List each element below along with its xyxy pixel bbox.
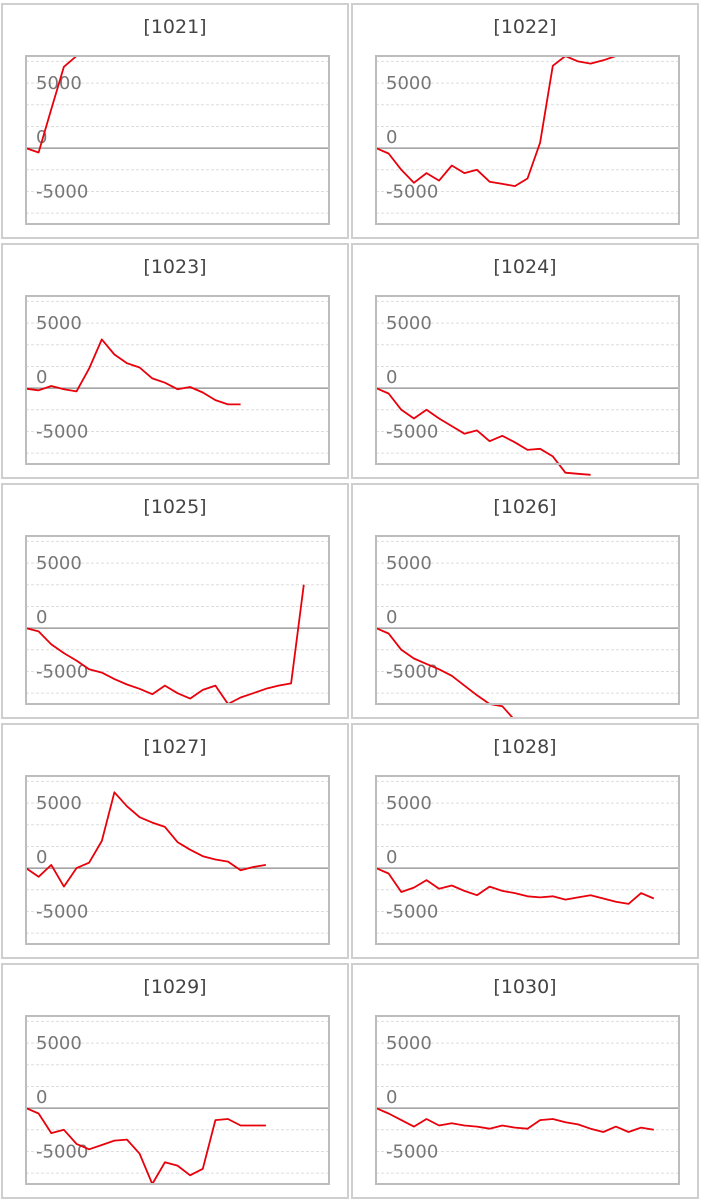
plot-area	[375, 55, 680, 225]
y-tick-label: -5000	[386, 661, 438, 682]
chart-svg: 5000 0 -5000	[25, 775, 330, 945]
y-tick-label: 5000	[36, 1033, 82, 1054]
y-tick-label: 0	[36, 847, 47, 868]
y-tick-label: 5000	[386, 73, 432, 94]
chart-svg: 5000 0 -5000	[25, 1015, 330, 1185]
chart-svg: 5000 0 -5000	[375, 775, 680, 945]
chart-svg: 5000 0 -5000	[25, 295, 330, 465]
y-tick-label: 5000	[386, 793, 432, 814]
chart-title: [1026]	[493, 496, 557, 518]
chart-title: [1025]	[143, 496, 207, 518]
y-tick-label: 0	[386, 1087, 397, 1108]
y-tick-label: -5000	[386, 421, 438, 442]
y-tick-label: -5000	[36, 901, 88, 922]
series-line	[375, 387, 591, 476]
y-tick-label: 0	[36, 367, 47, 388]
plot-area	[25, 55, 330, 225]
chart-panel: [1029] 5000 0 -5000	[1, 963, 349, 1199]
y-tick-label: 0	[386, 127, 397, 148]
chart-title: [1027]	[143, 736, 207, 758]
y-tick-label: 0	[36, 127, 47, 148]
y-tick-label: -5000	[386, 901, 438, 922]
chart-svg: 5000 0 -5000	[25, 535, 330, 705]
series-line	[25, 338, 241, 406]
chart-title: [1029]	[143, 976, 207, 998]
chart-panel: [1023] 5000 0 -5000	[1, 243, 349, 479]
chart-panel: [1028] 5000 0 -5000	[351, 723, 699, 959]
y-tick-label: 5000	[36, 313, 82, 334]
y-tick-label: 0	[386, 847, 397, 868]
y-tick-label: 5000	[36, 553, 82, 574]
chart-panel: [1024] 5000 0 -5000	[351, 243, 699, 479]
plot-area	[25, 775, 330, 945]
y-tick-label: -5000	[36, 181, 88, 202]
chart-title: [1024]	[493, 256, 557, 278]
chart-title: [1028]	[493, 736, 557, 758]
y-tick-label: 5000	[386, 553, 432, 574]
chart-title: [1022]	[493, 16, 557, 38]
plot-area	[25, 535, 330, 705]
y-tick-label: 0	[386, 607, 397, 628]
chart-svg: 5000 0 -5000	[375, 55, 680, 225]
y-tick-label: 0	[36, 607, 47, 628]
chart-panel: [1021] 5000 0 -5000	[1, 3, 349, 239]
chart-panel: [1026] 5000 0 -5000	[351, 483, 699, 719]
series-line	[25, 584, 305, 705]
chart-panel: [1022] 5000 0 -5000	[351, 3, 699, 239]
chart-svg: 5000 0 -5000	[375, 295, 680, 476]
plot-area	[375, 1015, 680, 1185]
chart-title: [1023]	[143, 256, 207, 278]
series-line	[375, 1107, 654, 1133]
y-tick-label: -5000	[36, 661, 88, 682]
series-line	[25, 1107, 266, 1185]
chart-panel: [1025] 5000 0 -5000	[1, 483, 349, 719]
series-line	[375, 867, 655, 905]
chart-svg: 5000 0 -5000	[375, 1015, 680, 1185]
chart-panel: [1030] 5000 0 -5000	[351, 963, 699, 1199]
y-tick-label: 0	[36, 1087, 47, 1108]
y-tick-label: 5000	[36, 793, 82, 814]
plot-area	[375, 775, 680, 945]
series-line	[375, 627, 514, 717]
plot-area	[375, 535, 680, 705]
y-tick-label: -5000	[36, 1141, 88, 1162]
chart-title: [1030]	[493, 976, 557, 998]
plot-area	[25, 295, 330, 465]
y-tick-label: -5000	[386, 181, 438, 202]
y-tick-label: 5000	[386, 1033, 432, 1054]
plot-area	[375, 295, 680, 465]
y-tick-label: 5000	[386, 313, 432, 334]
y-tick-label: -5000	[386, 1141, 438, 1162]
chart-svg: 5000 0 -5000	[375, 535, 680, 717]
series-line	[25, 791, 267, 888]
series-line	[25, 55, 317, 154]
y-tick-label: -5000	[36, 421, 88, 442]
plot-area	[25, 1015, 330, 1185]
series-line	[375, 55, 654, 188]
y-tick-label: 0	[386, 367, 397, 388]
chart-panel: [1027] 5000 0 -5000	[1, 723, 349, 959]
chart-title: [1021]	[143, 16, 207, 38]
